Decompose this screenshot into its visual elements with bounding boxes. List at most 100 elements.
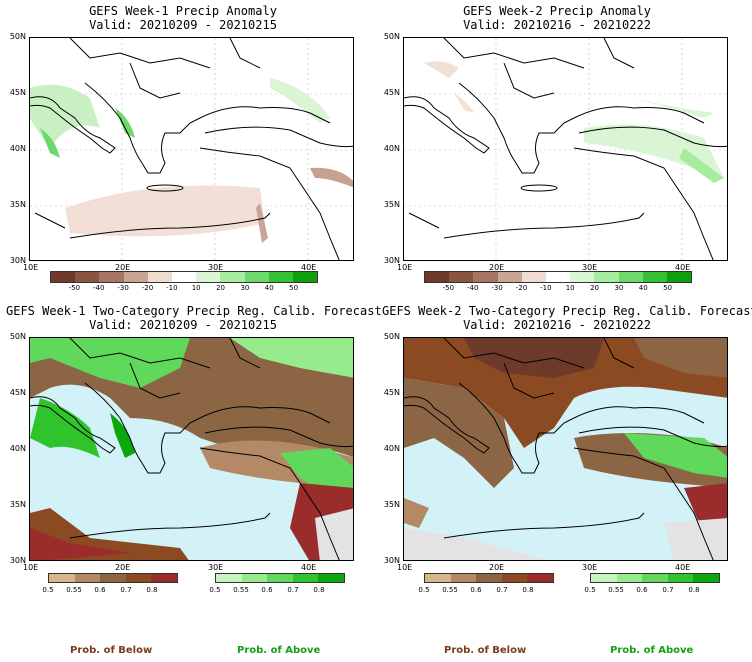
colorbar-swatch — [570, 272, 595, 282]
colorbar-swatch — [618, 272, 643, 282]
lon-label: 30E — [208, 263, 224, 272]
colorbar-swatch — [196, 272, 221, 282]
colorbar-tick-label: -40 — [93, 284, 105, 292]
colorbar-swatch — [267, 574, 293, 582]
colorbar-swatch — [51, 272, 76, 282]
colorbar-swatch — [425, 272, 450, 282]
panel1-title: GEFS Week-1 Precip Anomaly — [89, 4, 277, 18]
lon-label: 20E — [115, 263, 131, 272]
lon-label: 10E — [23, 563, 39, 572]
lon-label: 30E — [582, 263, 598, 272]
colorbar-tick-label: 0.5 — [584, 586, 596, 594]
colorbar-tick-label: 0.7 — [120, 586, 132, 594]
colorbar-tick-label: 40 — [264, 284, 274, 292]
colorbar-swatch — [591, 574, 617, 582]
panel3-valid: Valid: 20210209 - 20210215 — [89, 318, 277, 332]
lon-label: 20E — [489, 263, 505, 272]
colorbar-tick-label: 0.7 — [287, 586, 299, 594]
colorbar-tick-label: 0.6 — [94, 586, 106, 594]
colorbar-swatch — [123, 272, 148, 282]
colorbar-tick-label: 0.7 — [662, 586, 674, 594]
colorbar-swatch — [616, 574, 643, 582]
lon-label: 20E — [115, 563, 131, 572]
colorbar-tick-label: 0.55 — [442, 586, 458, 594]
lat-label: 35N — [383, 500, 400, 509]
lon-label: 10E — [397, 563, 413, 572]
colorbar-swatch — [49, 574, 75, 582]
lon-label: 40E — [301, 563, 317, 572]
prob-below-label-week1: Prob. of Below — [70, 645, 153, 656]
lat-label: 30N — [383, 256, 400, 265]
colorbar-swatch — [220, 272, 245, 282]
colorbar-swatch — [594, 272, 619, 282]
colorbar-swatch — [147, 272, 172, 282]
below-colorbar-week1 — [48, 573, 178, 583]
colorbar-tick-label: 20 — [590, 284, 599, 292]
colorbar-swatch — [450, 574, 477, 582]
lon-label: 30E — [208, 563, 224, 572]
anomaly-colorbar-week2 — [424, 271, 692, 283]
above-colorbar-week1 — [215, 573, 345, 583]
lat-label: 45N — [9, 88, 26, 97]
colorbar-tick-label: -10 — [166, 284, 178, 292]
prob-above-label-week1: Prob. of Above — [237, 645, 321, 656]
colorbar-tick-label: -50 — [68, 284, 81, 292]
below-colorbar-week2 — [424, 573, 554, 583]
colorbar-swatch — [99, 272, 124, 282]
colorbar-tick-label: 50 — [289, 284, 299, 292]
above-colorbar-week2 — [590, 573, 720, 583]
colorbar-swatch — [473, 272, 498, 282]
panel4-title: GEFS Week-2 Two-Category Precip Reg. Cal… — [382, 304, 752, 318]
lon-label: 20E — [489, 563, 505, 572]
lat-label: 35N — [383, 200, 400, 209]
lon-label: 30E — [582, 563, 598, 572]
lat-label: 35N — [9, 500, 26, 509]
colorbar-swatch — [642, 272, 667, 282]
colorbar-swatch — [318, 574, 344, 582]
colorbar-tick-label: 0.5 — [209, 586, 221, 594]
colorbar-swatch — [667, 574, 694, 582]
week2-anomaly-map — [403, 37, 728, 261]
colorbar-swatch — [292, 574, 319, 582]
colorbar-tick-label: -50 — [442, 284, 455, 292]
colorbar-swatch — [449, 272, 474, 282]
lon-label: 40E — [301, 263, 317, 272]
week1-probability-map — [29, 337, 354, 561]
colorbar-tick-label: 0.5 — [418, 586, 430, 594]
lat-label: 40N — [9, 444, 26, 453]
colorbar-swatch — [521, 272, 546, 282]
week2-probability-map — [403, 337, 728, 561]
colorbar-tick-label: -20 — [141, 284, 154, 292]
colorbar-swatch — [527, 574, 553, 582]
panel1-valid: Valid: 20210209 - 20210215 — [89, 18, 277, 32]
colorbar-tick-label: 0.6 — [261, 586, 273, 594]
colorbar-swatch — [151, 574, 177, 582]
lat-label: 40N — [383, 144, 400, 153]
colorbar-tick-label: 20 — [216, 284, 225, 292]
colorbar-swatch — [100, 574, 126, 582]
colorbar-swatch — [497, 272, 522, 282]
lon-label: 40E — [675, 263, 691, 272]
lat-label: 40N — [9, 144, 26, 153]
lat-label: 45N — [9, 388, 26, 397]
colorbar-swatch — [693, 574, 719, 582]
colorbar-tick-label: 10 — [191, 284, 201, 292]
colorbar-swatch — [216, 574, 242, 582]
colorbar-tick-label: -40 — [467, 284, 479, 292]
panel2-title: GEFS Week-2 Precip Anomaly — [463, 4, 651, 18]
colorbar-tick-label: 0.8 — [688, 586, 700, 594]
colorbar-tick-label: -10 — [540, 284, 552, 292]
lat-label: 45N — [383, 388, 400, 397]
colorbar-tick-label: -30 — [491, 284, 503, 292]
colorbar-tick-label: 10 — [565, 284, 575, 292]
colorbar-swatch — [476, 574, 502, 582]
lat-label: 50N — [383, 32, 400, 41]
colorbar-swatch — [642, 574, 668, 582]
colorbar-swatch — [171, 272, 197, 282]
colorbar-swatch — [241, 574, 268, 582]
colorbar-tick-label: 30 — [614, 284, 624, 292]
colorbar-tick-label: 0.55 — [233, 586, 249, 594]
colorbar-tick-label: 0.6 — [470, 586, 482, 594]
colorbar-tick-label: 0.8 — [146, 586, 158, 594]
colorbar-swatch — [501, 574, 528, 582]
